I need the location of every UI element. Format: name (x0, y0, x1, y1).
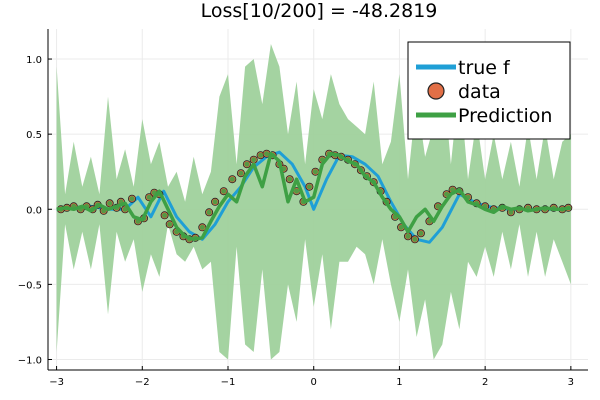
prediction-point (276, 161, 282, 167)
prediction-point (244, 161, 250, 167)
prediction-point (559, 206, 565, 212)
prediction-point (465, 194, 471, 200)
prediction-point (238, 170, 244, 176)
prediction-point (122, 206, 128, 212)
ticks: −3 −2 −1 0 1 2 3 −1.0 −0.5 0.0 0.5 1.0 (18, 55, 574, 388)
x-tick-label: 0 (311, 377, 317, 388)
x-tick-label: −3 (49, 377, 64, 388)
x-tick-label: −2 (135, 377, 150, 388)
prediction-point (565, 205, 571, 211)
prediction-point (435, 203, 441, 209)
prediction-point (206, 209, 212, 215)
prediction-point (338, 154, 344, 160)
prediction-point (129, 196, 135, 202)
prediction-point (281, 166, 287, 172)
prediction-point (326, 151, 332, 157)
prediction-point (516, 206, 523, 212)
prediction-point (186, 236, 192, 242)
prediction-point (300, 199, 306, 205)
prediction-point (101, 208, 107, 214)
prediction-point (426, 218, 432, 224)
legend-label: Prediction (458, 105, 552, 127)
prediction-point (551, 205, 557, 211)
prediction-point (167, 221, 173, 227)
y-tick-label: −0.5 (18, 280, 42, 291)
prediction-point (444, 191, 450, 197)
prediction-point (491, 206, 497, 212)
prediction-point (71, 203, 77, 209)
prediction-point (199, 224, 205, 230)
prediction-point (525, 205, 531, 211)
prediction-point (306, 184, 312, 190)
prediction-point (398, 224, 404, 230)
prediction-point (312, 169, 318, 175)
legend-swatch-data (427, 82, 445, 100)
axes (47, 29, 588, 371)
prediction-point (221, 188, 227, 194)
y-tick-label: 0.0 (26, 205, 42, 216)
prediction-point (405, 233, 411, 239)
prediction-point (287, 176, 293, 182)
prediction-point (64, 205, 70, 211)
prediction-point (418, 230, 424, 236)
prediction-point (392, 214, 398, 220)
prediction-point (508, 209, 514, 215)
prediction-point (212, 199, 218, 205)
prediction-layer (56, 151, 572, 242)
legend-label: true f (458, 57, 511, 79)
prediction-point (146, 194, 152, 200)
prediction-point (118, 199, 124, 205)
prediction-point (378, 188, 384, 194)
prediction-point (90, 206, 96, 212)
prediction-point (135, 218, 141, 224)
prediction-point (412, 236, 418, 242)
chart-title: Loss[10/200] = -48.2819 (201, 0, 438, 22)
prediction-point (482, 203, 488, 209)
prediction-point (180, 233, 186, 239)
prediction-point (345, 157, 351, 163)
legend-label: data (458, 81, 501, 103)
prediction-point (319, 157, 325, 163)
y-tick-label: 1.0 (26, 55, 42, 66)
x-tick-label: −1 (221, 377, 236, 388)
y-tick-label: 0.5 (26, 130, 42, 141)
prediction-point (251, 157, 257, 163)
prediction-point (162, 212, 168, 218)
x-tick-label: 2 (482, 377, 488, 388)
prediction-point (542, 206, 548, 212)
prediction-point (229, 176, 235, 182)
prediction-point (456, 188, 462, 194)
prediction-point (258, 152, 264, 158)
prediction-point (358, 167, 364, 173)
prediction-point (192, 235, 198, 241)
prediction-point (534, 206, 540, 212)
prediction-point (294, 188, 300, 194)
prediction-point (499, 205, 505, 211)
prediction-point (364, 173, 370, 179)
prediction-point (474, 200, 480, 206)
prediction-point (371, 179, 377, 185)
prediction-point (78, 206, 84, 212)
y-tick-label: −1.0 (18, 355, 42, 366)
prediction-point (84, 203, 90, 209)
prediction-point (141, 215, 147, 221)
prediction-point (174, 229, 180, 235)
prediction-point (114, 205, 120, 211)
prediction-point (95, 202, 101, 208)
prediction-point (384, 199, 390, 205)
prediction-point (156, 191, 162, 197)
prediction-point (270, 152, 276, 158)
prediction-point (352, 161, 358, 167)
prediction-point (264, 151, 270, 157)
x-tick-label: 3 (568, 377, 574, 388)
prediction-point (332, 152, 338, 158)
prediction-point (107, 200, 113, 206)
prediction-point (58, 206, 64, 212)
prediction-point (450, 187, 456, 193)
x-tick-label: 1 (396, 377, 402, 388)
prediction-point (151, 190, 157, 196)
